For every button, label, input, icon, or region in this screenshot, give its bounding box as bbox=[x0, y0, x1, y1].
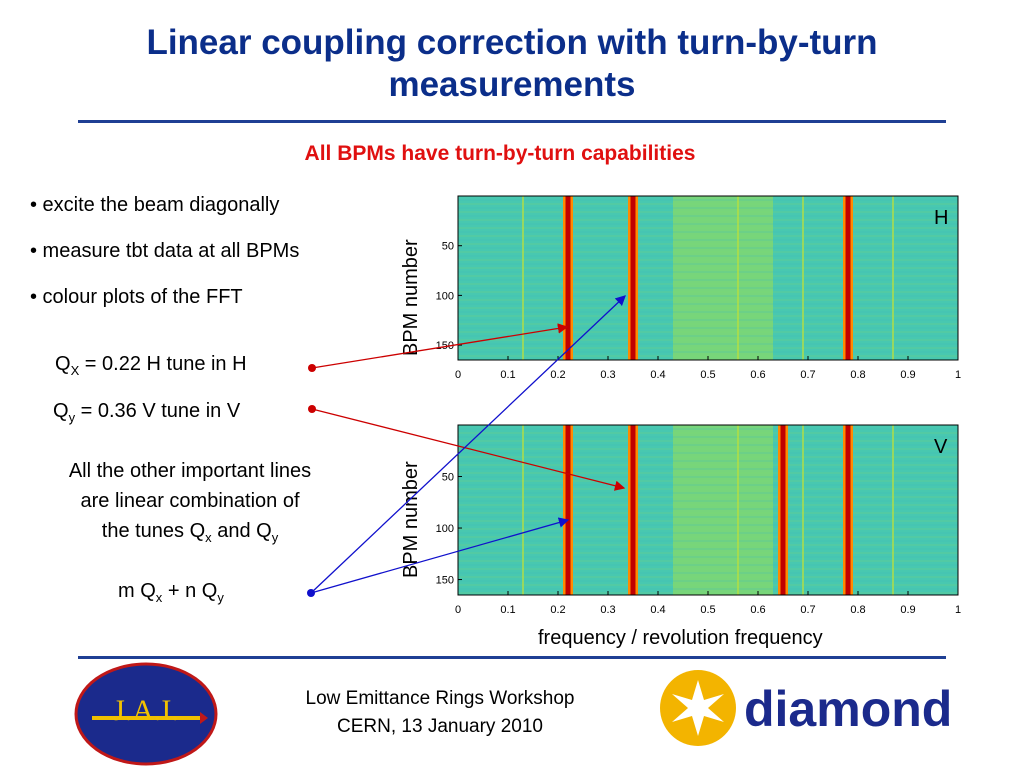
qy-arrow bbox=[311, 408, 626, 491]
bullet-3: • colour plots of the FFT bbox=[30, 286, 243, 308]
x-tick-label-top: 0.3 bbox=[600, 369, 615, 381]
footer: Low Emittance Rings Workshop CERN, 13 Ja… bbox=[250, 685, 630, 741]
footer-line-2: CERN, 13 January 2010 bbox=[337, 716, 543, 737]
x-tick-label-top: 0.7 bbox=[800, 369, 815, 381]
plot-line-bottom-0 bbox=[565, 425, 571, 595]
x-tick-label-bottom: 1 bbox=[955, 604, 961, 616]
qx-arrow bbox=[311, 323, 569, 369]
jai-logo: J.A.I. bbox=[74, 662, 218, 766]
x-tick-label-bottom: 0.8 bbox=[850, 604, 865, 616]
plot-line-top-2 bbox=[845, 196, 851, 360]
jai-logo-text: J.A.I. bbox=[113, 694, 179, 727]
linear-combination-note: All the other important lines are linear… bbox=[68, 460, 312, 545]
combination-formula: m Qx + n Qy bbox=[118, 580, 224, 605]
x-tick-label-bottom: 0.9 bbox=[900, 604, 915, 616]
combo-arrow-top bbox=[310, 295, 626, 594]
x-tick-label-top: 0.2 bbox=[550, 369, 565, 381]
footer-line-1: Low Emittance Rings Workshop bbox=[305, 688, 575, 709]
plot-line-top-1 bbox=[630, 196, 636, 360]
x-tick-label-bottom: 0.6 bbox=[750, 604, 765, 616]
x-tick-label-top: 0.4 bbox=[650, 369, 665, 381]
combo-arrow-bottom bbox=[310, 517, 570, 594]
bullet-2: • measure tbt data at all BPMs bbox=[30, 240, 300, 262]
plot-line-bottom-3 bbox=[845, 425, 851, 595]
plot-band-top bbox=[673, 196, 773, 360]
subtitle: All BPMs have turn-by-turn capabilities bbox=[304, 142, 696, 165]
plot-band-bottom bbox=[673, 425, 773, 595]
x-tick-label-top: 1 bbox=[955, 369, 961, 381]
y-tick-label-bottom: 50 bbox=[442, 472, 454, 484]
y-tick-label-bottom: 150 bbox=[436, 575, 454, 587]
x-tick-label-bottom: 0.2 bbox=[550, 604, 565, 616]
plot-line-top-0 bbox=[565, 196, 571, 360]
plot-line-bottom-2 bbox=[780, 425, 786, 595]
diamond-logo: diamond bbox=[660, 670, 952, 746]
title-divider bbox=[78, 120, 946, 123]
x-tick-label-top: 0.6 bbox=[750, 369, 765, 381]
x-tick-label-bottom: 0.3 bbox=[600, 604, 615, 616]
qx-text: QX = 0.22 H tune in H bbox=[55, 353, 247, 378]
diamond-logo-text: diamond bbox=[744, 681, 952, 737]
plot-label-top: H bbox=[934, 207, 948, 229]
x-tick-label-top: 0.1 bbox=[500, 369, 515, 381]
x-tick-label-top: 0 bbox=[455, 369, 461, 381]
y-tick-label-top: 100 bbox=[436, 290, 454, 302]
y-tick-label-top: 50 bbox=[442, 241, 454, 253]
x-tick-label-bottom: 0 bbox=[455, 604, 461, 616]
bullet-1: • excite the beam diagonally bbox=[30, 194, 280, 216]
x-tick-label-top: 0.8 bbox=[850, 369, 865, 381]
x-tick-label-top: 0.9 bbox=[900, 369, 915, 381]
plot-label-bottom: V bbox=[934, 436, 948, 458]
x-axis-label: frequency / revolution frequency bbox=[538, 627, 823, 649]
x-tick-label-bottom: 0.4 bbox=[650, 604, 665, 616]
page-title: Linear coupling correction with turn-by-… bbox=[146, 23, 878, 104]
x-tick-label-bottom: 0.5 bbox=[700, 604, 715, 616]
plot-line-bottom-1 bbox=[630, 425, 636, 595]
footer-divider bbox=[78, 656, 946, 659]
x-tick-label-top: 0.5 bbox=[700, 369, 715, 381]
x-tick-label-bottom: 0.1 bbox=[500, 604, 515, 616]
y-tick-label-bottom: 100 bbox=[436, 523, 454, 535]
x-tick-label-bottom: 0.7 bbox=[800, 604, 815, 616]
qy-text: Qy = 0.36 V tune in V bbox=[53, 400, 241, 425]
